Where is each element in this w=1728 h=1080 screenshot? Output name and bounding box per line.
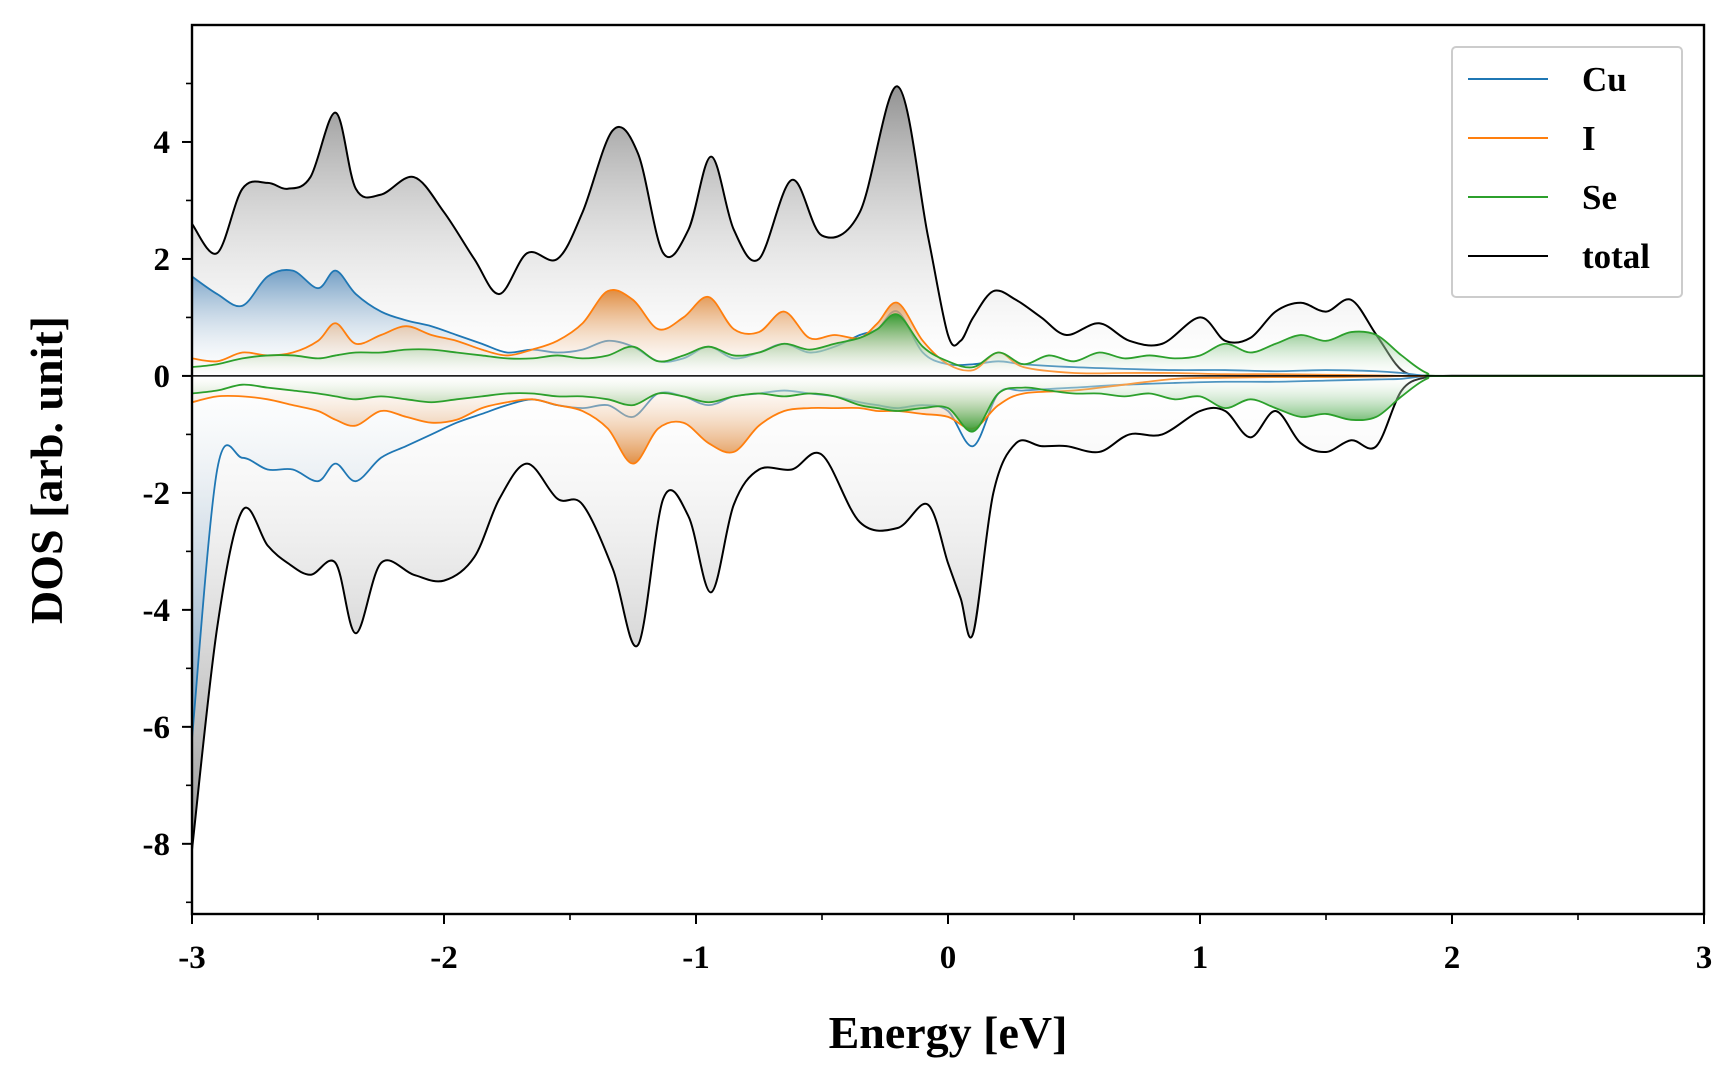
se-up-area: [192, 314, 1704, 377]
x-tick-label: -2: [430, 940, 458, 976]
series-se: [192, 313, 1704, 433]
axis-ticks: -3 -2 -1 0 1 2 3 -8 -6 -4 -2 0 2 4: [143, 82, 1713, 976]
y-tick-label: 0: [154, 359, 171, 395]
total-up-line: [192, 85, 1704, 378]
legend: Cu I Se total: [1451, 46, 1683, 298]
y-tick-label: 4: [154, 125, 171, 161]
series-layer: [192, 85, 1704, 850]
x-tick-label: 3: [1696, 940, 1713, 976]
total-down-area: [192, 375, 1704, 850]
y-tick-label: -8: [143, 827, 171, 863]
x-tick-label: 2: [1444, 940, 1461, 976]
x-tick-label: 0: [940, 940, 957, 976]
legend-box: [1451, 46, 1683, 298]
total-down-line: [192, 374, 1704, 850]
legend-label-cu: Cu: [1582, 60, 1627, 99]
x-tick-label: -3: [178, 940, 206, 976]
y-tick-label: -4: [143, 593, 171, 629]
se-down-line: [192, 374, 1704, 433]
y-axis-label: DOS [arb. unit]: [21, 316, 72, 624]
i-down-area: [192, 375, 1704, 464]
legend-label-i: I: [1582, 119, 1596, 158]
x-axis-label: Energy [eV]: [829, 1007, 1068, 1058]
se-up-line: [192, 313, 1704, 378]
y-tick-label: -2: [143, 476, 171, 512]
se-down-area: [192, 375, 1704, 432]
y-tick-label: -6: [143, 710, 171, 746]
legend-label-se: Se: [1582, 178, 1617, 217]
x-tick-label: 1: [1192, 940, 1209, 976]
x-tick-label: -1: [682, 940, 710, 976]
i-up-area: [192, 289, 1704, 376]
legend-label-total: total: [1582, 237, 1650, 276]
series-total: [192, 85, 1704, 850]
total-up-area: [192, 86, 1704, 377]
y-tick-label: 2: [154, 242, 171, 278]
